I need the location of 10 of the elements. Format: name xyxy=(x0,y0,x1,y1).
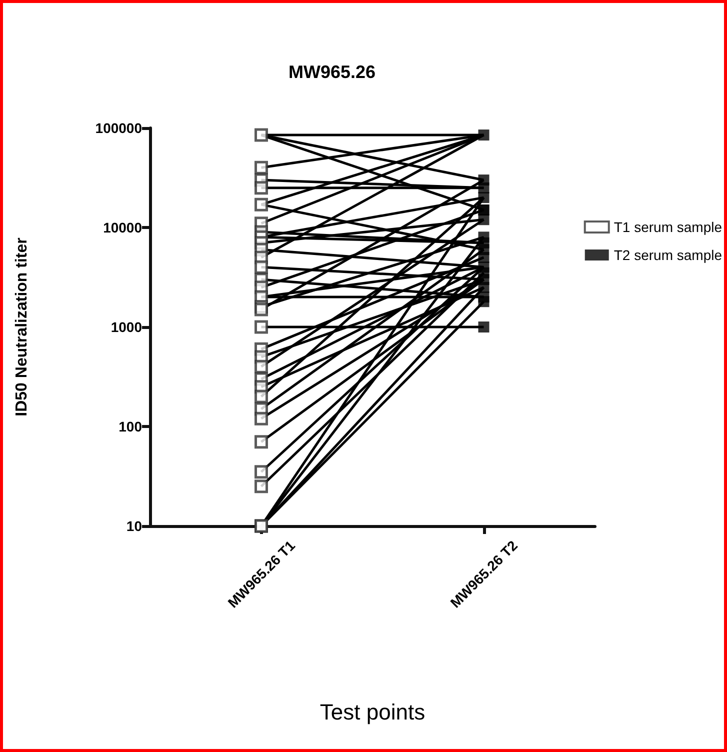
y-tick-label: 10 xyxy=(126,518,142,534)
chart-title: MW965.26 xyxy=(288,62,376,82)
y-tick-label: 1000 xyxy=(110,319,142,335)
legend-label: T1 serum sample xyxy=(614,219,722,235)
legend-label: T2 serum sample xyxy=(614,247,722,263)
y-tick-label: 10000 xyxy=(103,220,142,236)
x-axis-title: Test points xyxy=(320,700,426,724)
y-axis-title: ID50 Neutralization titer xyxy=(14,238,30,416)
y-tick-label: 100000 xyxy=(95,120,142,136)
y-tick-label: 100 xyxy=(118,418,142,434)
